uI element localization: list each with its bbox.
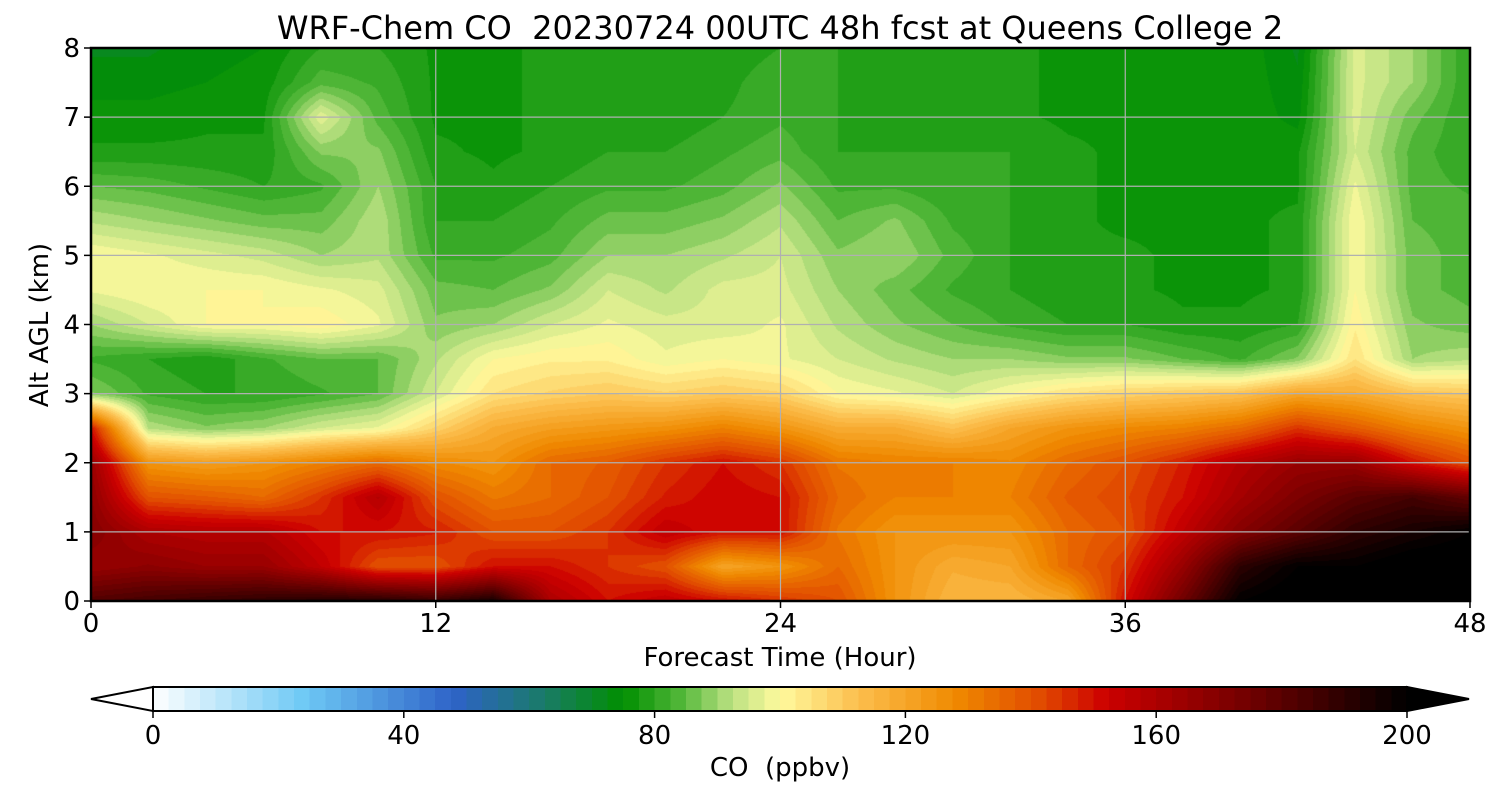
colorbar-ticks: 0 40 80 120 160 200	[145, 711, 1432, 751]
y-tick-label: 8	[63, 34, 80, 64]
colorbar-label: CO (ppbv)	[710, 753, 850, 783]
y-tick-label: 0	[63, 587, 80, 617]
x-tick-label: 48	[1453, 609, 1486, 639]
y-tick-label: 6	[63, 172, 80, 202]
chart-title: WRF-Chem CO 20230724 00UTC 48h fcst at Q…	[277, 9, 1283, 47]
colorbar-tick-label: 160	[1131, 721, 1181, 751]
y-tick-label: 1	[63, 518, 80, 548]
y-tick-label: 2	[63, 449, 80, 479]
y-axis: 0 1 2 3 4 5 6 7 8	[63, 34, 91, 617]
x-axis-label: Forecast Time (Hour)	[643, 643, 916, 673]
colorbar-tick-label: 200	[1382, 721, 1432, 751]
colorbar-tick-label: 0	[145, 721, 162, 751]
grid-lines	[91, 48, 1470, 601]
x-axis: 0 12 24 36 48	[83, 601, 1487, 639]
x-tick-label: 12	[419, 609, 452, 639]
colorbar-extend-high	[1406, 685, 1470, 713]
colorbar-tick-label: 40	[387, 721, 420, 751]
colorbar: 0 40 80 120 160 200 CO (ppbv)	[90, 685, 1470, 783]
colorbar-tick-label: 120	[881, 721, 931, 751]
x-tick-label: 36	[1109, 609, 1142, 639]
colorbar-extend-low	[90, 685, 154, 713]
y-tick-label: 3	[63, 380, 80, 410]
colorbar-tick-label: 80	[638, 721, 671, 751]
colorbar-body	[152, 686, 1408, 712]
y-tick-label: 5	[63, 241, 80, 271]
y-axis-label: Alt AGL (km)	[25, 243, 55, 407]
x-tick-label: 0	[83, 609, 100, 639]
y-tick-label: 7	[63, 103, 80, 133]
x-tick-label: 24	[764, 609, 797, 639]
y-tick-label: 4	[63, 311, 80, 341]
